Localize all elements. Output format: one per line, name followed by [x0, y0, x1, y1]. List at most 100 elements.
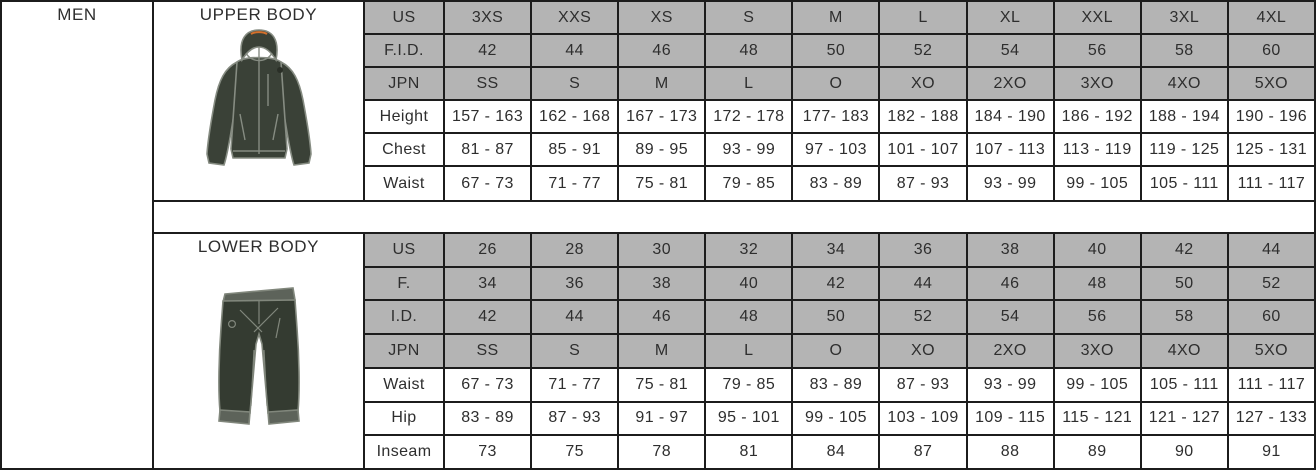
- size-value-cell: 4XO: [1141, 335, 1229, 367]
- size-value-cell: 40: [1054, 234, 1142, 266]
- size-value-cell: 60: [1228, 301, 1314, 334]
- row-label: US: [365, 2, 445, 33]
- size-value-cell: 5XO: [1228, 335, 1314, 367]
- size-value-cell: 85 - 91: [532, 134, 620, 165]
- size-value-cell: 58: [1141, 301, 1229, 334]
- size-row-f: F. 34 36 38 40 42 44 46 48 50 52: [365, 267, 1314, 302]
- men-label: MEN: [57, 5, 97, 24]
- size-value-cell: 89 - 95: [619, 134, 707, 165]
- size-row-inseam: Inseam 73 75 78 81 84 87 88 89 90 91: [365, 436, 1314, 469]
- size-value-cell: 26: [445, 234, 533, 266]
- size-value-cell: 177- 183: [793, 101, 881, 132]
- size-value-cell: 46: [967, 267, 1055, 300]
- size-value-cell: 186 - 192: [1055, 101, 1142, 132]
- size-value-cell: 56: [1054, 301, 1142, 334]
- size-value-cell: 75 - 81: [619, 167, 707, 200]
- size-value-cell: 3XO: [1054, 335, 1142, 367]
- size-value-cell: 105 - 111: [1142, 167, 1229, 200]
- size-value-cell: M: [619, 68, 707, 99]
- size-value-cell: 4XO: [1141, 68, 1229, 99]
- size-value-cell: 84: [793, 436, 881, 469]
- size-value-cell: 93 - 99: [706, 134, 794, 165]
- size-value-cell: 99 - 105: [1055, 167, 1142, 200]
- row-label: Height: [365, 101, 445, 132]
- size-value-cell: 111 - 117: [1237, 375, 1306, 393]
- size-value-cell: 182 - 188: [880, 101, 968, 132]
- size-value-cell: 71 - 77: [532, 167, 620, 200]
- size-value-cell: 5XO: [1228, 68, 1314, 99]
- size-value-cell: S: [532, 335, 620, 367]
- size-value-cell: 58: [1141, 35, 1229, 66]
- size-value-cell: 93 - 99: [968, 368, 1055, 401]
- size-value-cell: 30: [619, 234, 707, 266]
- lower-body-label: LOWER BODY: [197, 237, 320, 256]
- size-value-cell: 44: [532, 301, 620, 334]
- size-value-cell: 115 - 121: [1055, 402, 1142, 435]
- size-value-cell: 91 - 97: [619, 402, 707, 435]
- size-value-cell: 107 - 113: [968, 134, 1055, 165]
- size-value-cell: 46: [619, 35, 707, 66]
- size-value-cell: S: [706, 2, 794, 33]
- size-row-chest: Chest 81 - 87 85 - 91 89 - 95 93 - 99 97 - 10…: [365, 134, 1314, 167]
- size-value-cell: L: [880, 2, 968, 33]
- size-value-cell: XXL: [1054, 2, 1142, 33]
- row-label: Waist: [365, 368, 445, 401]
- size-row-us: US 3XS XXS XS S M L XL XXL 3XL 4XL: [365, 2, 1314, 35]
- size-value-cell: 105 - 111: [1142, 368, 1229, 401]
- size-value-cell: M: [619, 335, 707, 367]
- size-value-cell: XO: [880, 68, 968, 99]
- size-value-cell: 79 - 85: [706, 167, 794, 200]
- size-value-cell: S: [532, 68, 620, 99]
- size-value-cell: 91: [1262, 443, 1281, 461]
- size-value-cell: 71 - 77: [532, 368, 620, 401]
- row-label: F.: [365, 267, 445, 300]
- size-value-cell: 42: [793, 267, 881, 300]
- size-value-cell: 89: [1055, 436, 1142, 469]
- size-row-id: I.D. 42 44 46 48 50 52 54 56 58 60: [365, 301, 1314, 336]
- size-value-cell: 2XO: [967, 68, 1055, 99]
- size-value-cell: XXS: [532, 2, 620, 33]
- size-value-cell: 32: [706, 234, 794, 266]
- size-value-cell: 52: [880, 301, 968, 334]
- section-gap: [154, 200, 1314, 234]
- size-row-waist: Waist 67 - 73 71 - 77 75 - 81 79 - 85 83 - 89…: [365, 368, 1314, 403]
- size-value-cell: 81 - 87: [445, 134, 533, 165]
- size-value-cell: 127 - 133: [1235, 409, 1307, 427]
- size-value-cell: 38: [967, 234, 1055, 266]
- size-value-cell: 40: [706, 267, 794, 300]
- size-row-hip: Hip 83 - 89 87 - 93 91 - 97 95 - 101 99 - 105…: [365, 402, 1314, 437]
- size-row-jpn: JPN SS S M L O XO 2XO 3XO 4XO 5XO: [365, 335, 1314, 369]
- size-value-cell: 99 - 105: [793, 402, 881, 435]
- row-label: Chest: [365, 134, 445, 165]
- size-row-waist: Waist 67 - 73 71 - 77 75 - 81 79 - 85 83 - 89…: [365, 167, 1314, 200]
- size-value-cell: 42: [445, 301, 533, 334]
- size-value-cell: 52: [1228, 267, 1314, 300]
- size-value-cell: 73: [445, 436, 533, 469]
- lower-size-table: US 26 28 30 32 34 36 38 40 42 44 F. 34 36 38 40 42 44 46 48…: [365, 234, 1314, 469]
- size-value-cell: 48: [1054, 267, 1142, 300]
- size-value-cell: 48: [706, 301, 794, 334]
- size-value-cell: L: [706, 335, 794, 367]
- size-value-cell: 172 - 178: [706, 101, 794, 132]
- row-label: JPN: [365, 335, 445, 367]
- size-value-cell: 54: [967, 301, 1055, 334]
- size-value-cell: 79 - 85: [706, 368, 794, 401]
- size-value-cell: 119 - 125: [1142, 134, 1229, 165]
- row-label: F.I.D.: [365, 35, 445, 66]
- size-value-cell: 95 - 101: [706, 402, 794, 435]
- size-value-cell: 38: [619, 267, 707, 300]
- size-value-cell: 87: [880, 436, 968, 469]
- row-label: US: [365, 234, 445, 266]
- size-value-cell: 4XL: [1228, 2, 1314, 33]
- size-value-cell: 101 - 107: [880, 134, 968, 165]
- upper-body-section: UPPER BODY: [154, 2, 1314, 200]
- size-value-cell: 36: [532, 267, 620, 300]
- size-value-cell: 188 - 194: [1142, 101, 1229, 132]
- size-value-cell: 184 - 190: [968, 101, 1055, 132]
- size-value-cell: 113 - 119: [1055, 134, 1142, 165]
- size-value-cell: 88: [968, 436, 1055, 469]
- size-value-cell: 81: [706, 436, 794, 469]
- size-value-cell: 167 - 173: [619, 101, 707, 132]
- size-row-us: US 26 28 30 32 34 36 38 40 42 44: [365, 234, 1314, 268]
- upper-body-label: UPPER BODY: [199, 5, 318, 24]
